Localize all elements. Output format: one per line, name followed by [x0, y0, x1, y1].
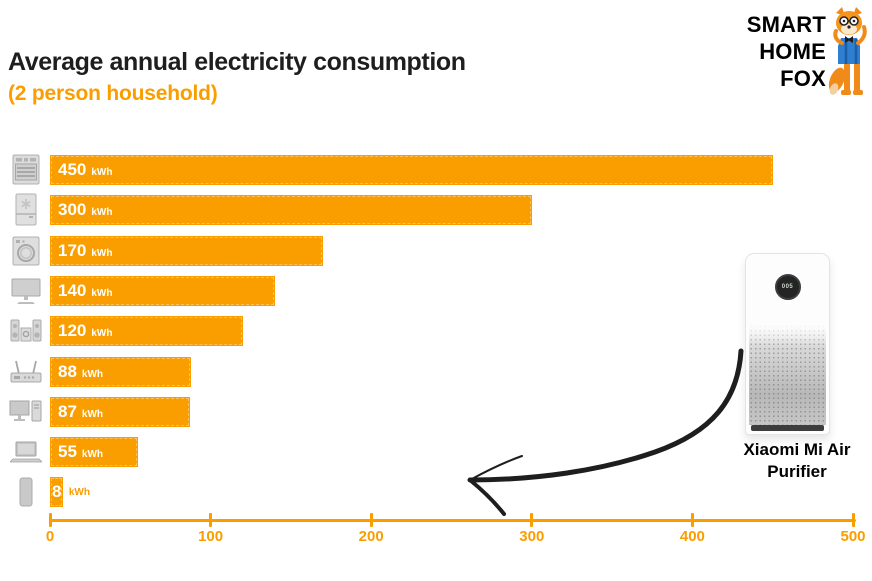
- air-purifier-icon: [8, 476, 44, 508]
- chart-row-tv: 140 kWh: [0, 275, 872, 307]
- x-axis-tick-label: 300: [519, 528, 545, 545]
- bar-unit-label: kWh: [68, 486, 90, 498]
- x-axis-tick-label: 500: [840, 528, 866, 545]
- chart-row-air-purifier: 8 kWh: [0, 476, 872, 508]
- bar-oven: 450 kWh: [50, 155, 773, 185]
- wifi-router-icon: [8, 356, 44, 388]
- bar-value: 8: [52, 482, 62, 502]
- fridge-freezer-icon: [8, 193, 44, 226]
- brand-logo-text: SMART HOME FOX: [747, 11, 826, 92]
- chart-subtitle: (2 person household): [8, 82, 218, 105]
- chart-row-wifi-router: 88 kWh: [0, 356, 872, 388]
- bar-value-label: 120 kWh: [58, 321, 112, 341]
- bar-value: 88: [58, 361, 77, 381]
- bar-unit-label: kWh: [91, 167, 113, 178]
- bar-unit-label: kWh: [81, 368, 104, 380]
- bar-unit-label: kWh: [91, 247, 113, 259]
- bar-value-label: 8: [52, 482, 61, 502]
- bar-unit-label: kWh: [91, 287, 113, 299]
- chart-title: Average annual electricity consumption: [8, 48, 466, 76]
- x-axis-tick-label: 0: [45, 528, 55, 545]
- bar-desktop-computer: 87 kWh: [50, 396, 190, 427]
- bar-laptop: 55 kWh: [50, 437, 139, 468]
- x-axis-tick-label: 100: [198, 528, 224, 545]
- bar-value-label: 88 kWh: [58, 362, 103, 382]
- bar-air-purifier: 8: [50, 477, 63, 508]
- chart-row-stereo-system: 120 kWh: [0, 315, 872, 347]
- air-purifier-photo: 005: [745, 253, 830, 435]
- logo-line-home: HOME: [759, 39, 826, 64]
- bar-unit-label: kWh: [81, 408, 104, 420]
- chart-row-oven: 450 kWh: [0, 154, 872, 186]
- x-axis-tick-label: 200: [358, 528, 384, 545]
- logo-line-smart: SMART: [746, 12, 826, 37]
- bar-value-label: 170 kWh: [58, 241, 112, 261]
- bar-value-label: 87 kWh: [58, 402, 103, 422]
- product-label: Xiaomi Mi Air Purifier: [743, 440, 851, 482]
- bar-unit-label: kWh: [91, 328, 113, 340]
- purifier-grill: [749, 324, 826, 425]
- x-axis-tick-label: 400: [679, 528, 705, 545]
- bar-value-label: 450 kWh: [58, 160, 112, 180]
- chart-row-laptop: 55 kWh: [0, 436, 872, 468]
- bar-washing-machine: 170 kWh: [50, 235, 324, 266]
- laptop-icon: [8, 436, 44, 468]
- bar-value: 170: [58, 240, 87, 260]
- bar-stereo-system: 120 kWh: [50, 316, 243, 347]
- bar-value: 300: [58, 200, 87, 220]
- bar-value-label: 300 kWh: [58, 200, 112, 220]
- fox-mascot-icon: [828, 7, 867, 95]
- x-axis-tick: [530, 513, 534, 527]
- x-axis-tick: [851, 513, 855, 527]
- x-axis-line: [50, 519, 856, 522]
- bar-tv: 140 kWh: [50, 275, 275, 306]
- oven-icon: [8, 154, 44, 186]
- bar-wifi-router: 88 kWh: [50, 356, 192, 387]
- chart-row-washing-machine: 170 kWh: [0, 235, 872, 267]
- bar-value: 140: [58, 280, 87, 300]
- bar-value-label: 55 kWh: [58, 442, 103, 462]
- brand-logo: SMART HOME FOX: [747, 6, 870, 98]
- bar-value: 55: [58, 442, 77, 462]
- logo-line-fox: FOX: [780, 66, 826, 91]
- bar-value: 120: [58, 321, 87, 341]
- chart-row-fridge-freezer: 300 kWh: [0, 193, 872, 226]
- purifier-display-value: 005: [781, 284, 794, 290]
- bar-value: 87: [58, 401, 77, 421]
- chart-row-desktop-computer: 87 kWh: [0, 396, 872, 428]
- bar-unit-label: kWh: [91, 207, 113, 219]
- washing-machine-icon: [8, 235, 44, 267]
- purifier-display: 005: [774, 274, 801, 300]
- x-axis-tick: [369, 513, 373, 527]
- x-axis-tick: [690, 513, 694, 527]
- hand-drawn-arrow: [467, 348, 744, 516]
- purifier-base: [751, 425, 824, 431]
- bar-fridge-freezer: 300 kWh: [50, 195, 532, 226]
- bar-value-label: 140 kWh: [58, 281, 112, 301]
- desktop-computer-icon: [8, 396, 44, 428]
- x-axis-tick: [48, 513, 52, 527]
- stereo-system-icon: [8, 315, 44, 347]
- bar-unit-label: kWh: [81, 449, 104, 461]
- bar-value: 450: [58, 160, 87, 179]
- x-axis-tick: [209, 513, 213, 527]
- tv-icon: [8, 275, 44, 307]
